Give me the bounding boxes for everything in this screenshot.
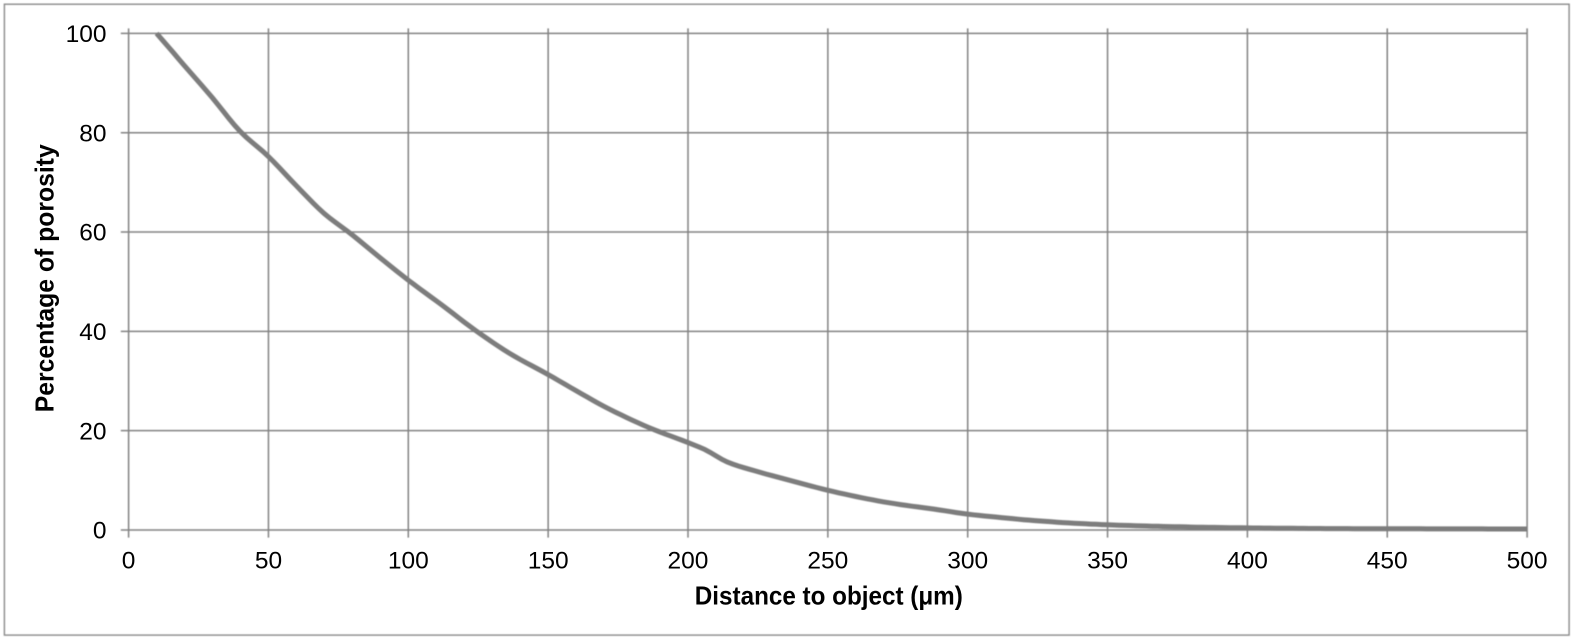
- svg-text:20: 20: [79, 418, 106, 445]
- svg-text:350: 350: [1087, 548, 1128, 575]
- svg-text:60: 60: [79, 220, 106, 247]
- svg-text:100: 100: [388, 548, 429, 575]
- svg-text:400: 400: [1227, 548, 1268, 575]
- svg-text:150: 150: [528, 548, 569, 575]
- svg-text:200: 200: [668, 548, 709, 575]
- svg-text:80: 80: [79, 120, 106, 147]
- svg-text:450: 450: [1367, 548, 1408, 575]
- svg-text:0: 0: [93, 518, 107, 545]
- svg-text:0: 0: [122, 548, 136, 575]
- svg-text:500: 500: [1507, 548, 1548, 575]
- svg-text:50: 50: [255, 548, 282, 575]
- svg-text:Percentage of porosity: Percentage of porosity: [29, 144, 59, 413]
- svg-text:100: 100: [66, 21, 107, 48]
- svg-text:Distance to object (μm): Distance to object (μm): [695, 581, 963, 611]
- svg-text:300: 300: [947, 548, 988, 575]
- svg-text:40: 40: [79, 319, 106, 346]
- svg-text:250: 250: [807, 548, 848, 575]
